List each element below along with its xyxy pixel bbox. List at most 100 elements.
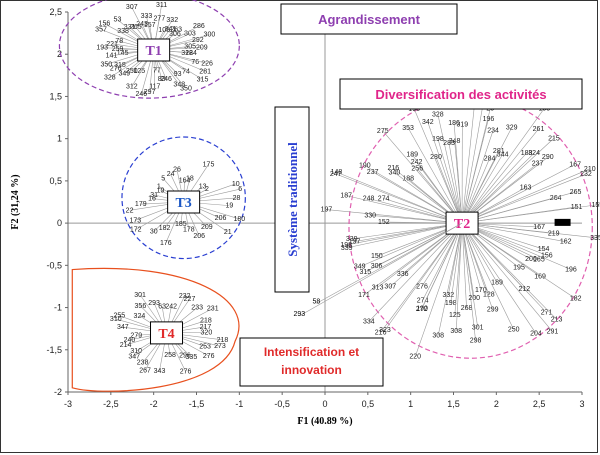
point-label: 200 [525, 256, 537, 263]
point-label: 238 [137, 360, 149, 367]
point-label: 154 [538, 246, 550, 253]
point-label: 74 [182, 68, 190, 75]
point-label: 246 [160, 76, 172, 83]
point-label: 272 [416, 306, 428, 313]
point-label: 233 [191, 305, 203, 312]
star-ray [448, 223, 463, 295]
centroid-box-t1 [137, 38, 171, 62]
point-label: 276 [180, 368, 192, 375]
star-ray [453, 123, 463, 224]
star-ray [380, 222, 463, 333]
annotation-intensification-box [239, 337, 384, 387]
star-ray [437, 114, 463, 224]
annotation-diversification: Diversification des activités [339, 78, 583, 110]
point-label: 221 [106, 41, 118, 48]
point-label: 162 [560, 239, 572, 246]
star-ray [462, 204, 598, 224]
point-label: 182 [570, 296, 582, 303]
point-label: 263 [170, 26, 182, 33]
point-label: 19 [225, 203, 233, 210]
point-label: 200 [468, 295, 480, 302]
point-label: 323 [379, 327, 391, 334]
point-label: 333 [141, 13, 153, 20]
star-ray [461, 164, 576, 224]
point-label: 320 [201, 329, 213, 336]
point-label: 125 [134, 68, 146, 75]
annotation-diversification-box [339, 78, 583, 110]
star-ray [461, 222, 514, 330]
point-label: 350 [180, 85, 192, 92]
point-label: 347 [128, 353, 140, 360]
point-label: 291 [547, 329, 559, 336]
annotation-systeme-traditionnel-box [274, 106, 310, 293]
point-label: 328 [432, 111, 444, 118]
annotation-intensification-text: Intensification et [264, 345, 359, 359]
y-tick-label: 2,5 [49, 7, 62, 17]
point-label: 310 [110, 316, 122, 323]
point-label: 324 [134, 313, 146, 320]
point-label: 243 [136, 21, 148, 28]
star-ray [316, 222, 463, 304]
x-axis-title: F1 (40.89 %) [297, 416, 352, 427]
x-tick-label: 3 [579, 399, 584, 409]
point-label: 339 [346, 236, 358, 243]
star-ray [326, 209, 463, 224]
point-label: 276 [203, 353, 215, 360]
group-t4: 3202172182312332272322426329330135632425… [71, 267, 240, 392]
point-label: 261 [533, 126, 545, 133]
point-label: 145 [117, 50, 129, 57]
point-label: 218 [217, 337, 229, 344]
annotation-agrandissement: Agrandissement [280, 3, 458, 35]
point-label: 328 [104, 74, 116, 81]
point-label: 156 [99, 21, 111, 28]
point-label: 240 [124, 337, 136, 344]
point-label: 155 [591, 202, 600, 209]
point-label: 190 [408, 106, 420, 113]
y-tick-label: -1 [54, 303, 62, 313]
point-label: 348 [449, 138, 461, 145]
point-label: 255 [113, 313, 125, 320]
point-label: 152 [378, 219, 390, 226]
star-ray [354, 222, 463, 242]
black-marker [554, 218, 571, 226]
point-label: 250 [508, 327, 520, 334]
point-label: 188 [402, 176, 414, 183]
point-label: 307 [384, 284, 396, 291]
point-label: 186 [448, 120, 460, 127]
point-label: 24 [167, 171, 175, 178]
point-label: 197 [349, 239, 361, 246]
point-label: 349 [354, 264, 366, 271]
point-label: 275 [377, 128, 389, 135]
ellipse-t1 [58, 0, 240, 99]
point-label: 312 [126, 84, 138, 91]
star-ray [461, 191, 576, 224]
star-ray [363, 222, 463, 296]
annotation-agrandissement-text: Agrandissement [318, 12, 421, 27]
point-label: 292 [192, 37, 204, 44]
point-label: 350 [100, 61, 112, 68]
point-label: 341 [165, 26, 177, 33]
point-label: 175 [203, 161, 215, 168]
point-label: 190 [416, 305, 428, 312]
x-tick-label: 0 [322, 399, 327, 409]
point-label: 247 [330, 171, 342, 178]
y-tick-label: -2 [54, 387, 62, 397]
y-axis-title: F2 (31,24 %) [10, 174, 21, 229]
point-label: 306 [169, 31, 181, 38]
point-label: 164 [179, 178, 191, 185]
point-label: 342 [422, 119, 434, 126]
x-tick-label: -2 [150, 399, 158, 409]
x-tick-label: 0,5 [362, 399, 375, 409]
point-label: 264 [550, 195, 562, 202]
centroid-box-t4 [150, 321, 184, 345]
point-label: 167 [533, 224, 545, 231]
y-tick-label: -0,5 [46, 260, 62, 270]
star-ray [336, 171, 463, 224]
star-ray [437, 223, 463, 336]
star-ray [359, 222, 463, 267]
point-label: 293 [148, 300, 160, 307]
point-label: 28 [233, 195, 241, 202]
point-label: 19 [157, 188, 165, 195]
